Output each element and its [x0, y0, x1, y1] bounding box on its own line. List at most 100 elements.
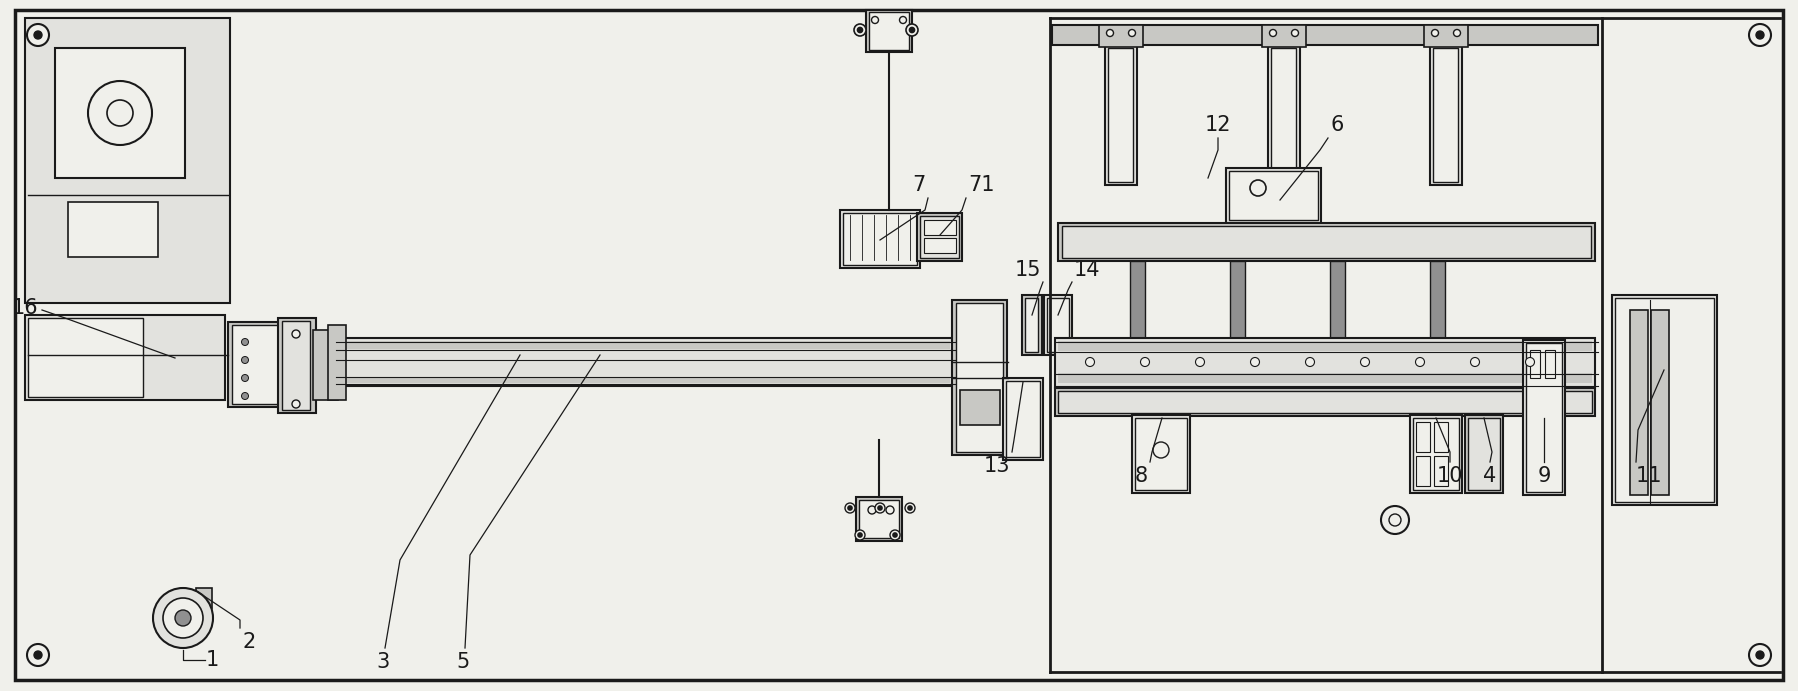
Circle shape [1431, 30, 1438, 37]
Bar [1099, 25, 1144, 47]
Circle shape [174, 610, 191, 626]
Bar [1527, 343, 1562, 492]
Bar [1057, 351, 1591, 373]
Bar [917, 213, 962, 261]
Bar [1230, 261, 1244, 341]
Text: 1: 1 [207, 650, 219, 670]
Circle shape [1749, 644, 1771, 666]
Circle shape [27, 644, 49, 666]
Text: 15: 15 [1014, 260, 1041, 280]
Bar [338, 341, 949, 349]
Bar [1467, 418, 1500, 490]
Bar [334, 338, 953, 386]
Bar [1007, 381, 1039, 457]
Bar [228, 322, 282, 407]
Bar [1262, 25, 1305, 47]
Circle shape [34, 31, 41, 39]
Bar [1063, 226, 1591, 258]
Text: 9: 9 [1537, 466, 1550, 486]
Bar [1271, 48, 1296, 182]
Bar [282, 321, 309, 410]
Bar [232, 325, 279, 404]
Bar [1429, 261, 1446, 341]
Text: 6: 6 [1331, 115, 1343, 135]
Bar [1106, 45, 1136, 185]
Circle shape [1471, 357, 1480, 366]
Bar [1003, 378, 1043, 460]
Bar [196, 588, 212, 608]
Bar [1523, 340, 1564, 495]
Text: 12: 12 [1205, 115, 1232, 135]
Bar [1052, 25, 1598, 45]
Bar [924, 238, 957, 253]
Circle shape [877, 506, 883, 510]
Text: 71: 71 [967, 175, 994, 195]
Circle shape [1129, 30, 1136, 37]
Bar [1631, 310, 1649, 495]
Circle shape [1305, 357, 1314, 366]
Circle shape [88, 81, 153, 145]
Text: 11: 11 [1636, 466, 1663, 486]
Text: 13: 13 [984, 456, 1010, 476]
Bar [1057, 223, 1595, 261]
Bar [1055, 338, 1595, 388]
Circle shape [876, 503, 885, 513]
Circle shape [1757, 31, 1764, 39]
Circle shape [241, 375, 248, 381]
Bar [960, 390, 1000, 425]
Bar [1424, 25, 1467, 47]
Text: 7: 7 [913, 175, 926, 195]
Bar [1268, 45, 1300, 185]
Bar [1410, 415, 1462, 493]
Circle shape [845, 503, 856, 513]
Circle shape [854, 24, 867, 36]
Circle shape [868, 506, 876, 514]
Bar [279, 318, 316, 413]
Circle shape [1196, 357, 1205, 366]
Circle shape [858, 533, 861, 537]
Bar [1108, 48, 1133, 182]
Bar [1021, 295, 1043, 355]
Bar [1615, 298, 1713, 502]
Text: 16: 16 [11, 298, 38, 318]
Bar [843, 213, 917, 265]
Bar [1435, 422, 1447, 452]
Bar [921, 216, 958, 258]
Circle shape [1381, 506, 1410, 534]
Circle shape [27, 24, 49, 46]
Bar [951, 300, 1007, 455]
Bar [25, 18, 230, 303]
Bar [1417, 456, 1429, 486]
Bar [1613, 295, 1717, 505]
Bar [1413, 418, 1458, 490]
Circle shape [1106, 30, 1113, 37]
Bar [1530, 350, 1541, 378]
Circle shape [241, 339, 248, 346]
Circle shape [153, 588, 212, 648]
Bar [1651, 310, 1669, 495]
Circle shape [904, 503, 915, 513]
Bar [867, 10, 912, 52]
Circle shape [164, 598, 203, 638]
Bar [1025, 298, 1037, 352]
Bar [1055, 388, 1595, 416]
Circle shape [1250, 357, 1260, 366]
Bar [1135, 418, 1187, 490]
Circle shape [291, 330, 300, 338]
Bar [68, 202, 158, 257]
Circle shape [906, 24, 919, 36]
Bar [924, 220, 957, 235]
Circle shape [899, 17, 906, 23]
Circle shape [1525, 357, 1534, 366]
Bar [1057, 373, 1591, 383]
Bar [1226, 168, 1322, 223]
Bar [1465, 415, 1503, 493]
Bar [29, 318, 144, 397]
Bar [1230, 171, 1318, 220]
Bar [840, 210, 921, 268]
Circle shape [894, 533, 897, 537]
Circle shape [241, 357, 248, 363]
Bar [327, 325, 345, 400]
Circle shape [858, 28, 863, 32]
Circle shape [34, 651, 41, 659]
